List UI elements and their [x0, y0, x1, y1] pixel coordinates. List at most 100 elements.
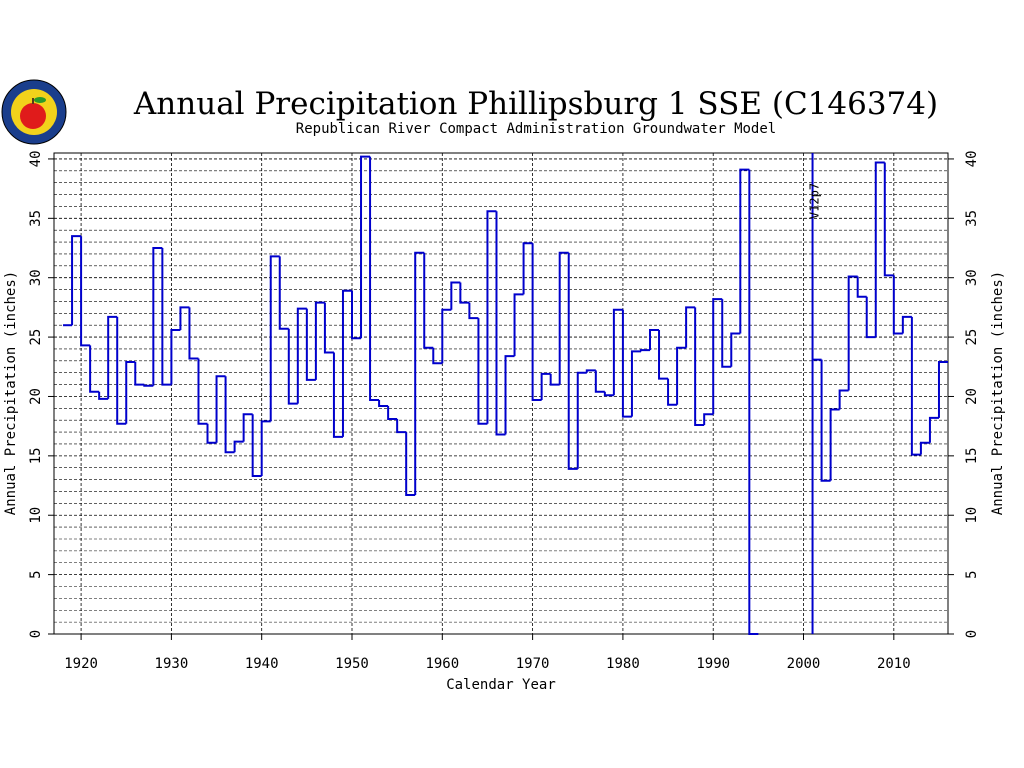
data-step [80, 236, 91, 347]
data-step [694, 307, 705, 426]
data-step [838, 389, 849, 410]
agency-seal-logo [1, 79, 67, 145]
data-step [459, 282, 470, 304]
data-step [332, 352, 343, 438]
chart-title: Annual Precipitation Phillipsburg 1 SSE … [133, 86, 938, 122]
data-step [585, 369, 596, 373]
x-tick-label: 1930 [155, 656, 189, 672]
data-step [748, 169, 759, 635]
data-step [116, 316, 127, 425]
data-step [901, 315, 912, 334]
y-tick-label-right: 15 [964, 447, 980, 464]
data-step [152, 247, 163, 386]
data-step [513, 293, 524, 357]
data-step [188, 307, 199, 360]
data-step [667, 378, 678, 406]
data-step [820, 359, 831, 482]
data-step [703, 413, 714, 425]
x-tick-label: 1960 [425, 656, 459, 672]
data-step [423, 252, 434, 349]
plot-frame [53, 152, 949, 635]
y-tick-label-right: 30 [964, 269, 980, 286]
data-step [314, 301, 325, 380]
data-step [856, 276, 867, 298]
data-step [495, 211, 506, 436]
data-step [721, 299, 732, 368]
data-step [206, 423, 217, 444]
y-tick-labels-right: 0 5 10 15 20 25 30 35 40 [948, 151, 980, 638]
data-step [865, 296, 876, 339]
data-step [522, 242, 533, 295]
y-tick-label-right: 20 [964, 388, 980, 405]
data-step [98, 391, 109, 400]
data-step [278, 256, 289, 330]
data-step [558, 251, 569, 385]
x-tick-label: 1980 [606, 656, 640, 672]
data-step [369, 156, 380, 402]
data-step [549, 373, 560, 386]
data-step [215, 375, 226, 443]
data-step [323, 302, 334, 354]
data-step [937, 361, 948, 418]
y-axis-label-left: Annual Precipitation (inches) [3, 271, 19, 515]
y-tick-label-right: 5 [964, 570, 980, 578]
data-step [603, 391, 614, 397]
y-tick-label: 0 [28, 630, 44, 638]
data-step [531, 243, 542, 402]
data-step [630, 350, 641, 417]
y-tick-label: 5 [28, 570, 44, 578]
x-tick-label: 1940 [245, 656, 279, 672]
data-step [197, 358, 208, 425]
data-step [170, 328, 181, 385]
data-step [477, 318, 488, 425]
grid-lines [54, 153, 948, 635]
x-tick-label: 2000 [787, 656, 821, 672]
data-step [892, 275, 903, 335]
data-step [621, 309, 632, 418]
data-step [260, 420, 271, 477]
x-tick-labels: 1920 1930 1940 1950 1960 1970 1980 1990 2000 2010 [64, 634, 911, 672]
data-step [305, 308, 316, 381]
data-step [233, 440, 244, 453]
y-tick-label: 35 [28, 210, 44, 227]
data-step [612, 308, 623, 396]
data-step [883, 162, 894, 277]
y-tick-label: 30 [28, 269, 44, 286]
data-step [739, 168, 750, 334]
data-step [341, 289, 352, 437]
data-step [287, 328, 298, 405]
data-step [414, 251, 425, 496]
y-tick-label: 15 [28, 447, 44, 464]
data-step [71, 235, 82, 326]
y-axis-label-right: Annual Precipitation (inches) [990, 271, 1006, 515]
data-step [296, 307, 307, 404]
y-tick-label: 20 [28, 388, 44, 405]
data-step [360, 155, 371, 339]
x-tick-label: 1950 [335, 656, 369, 672]
y-tick-label: 10 [28, 507, 44, 524]
data-step [351, 290, 362, 340]
y-tick-label-right: 35 [964, 210, 980, 227]
y-tick-label-right: 0 [964, 630, 980, 638]
x-axis-label: Calendar Year [446, 677, 556, 693]
annotation-label: V12p7 [808, 183, 822, 219]
y-tick-label: 25 [28, 329, 44, 346]
data-step [829, 408, 840, 481]
chart-subtitle: Republican River Compact Administration … [296, 121, 776, 137]
data-step [107, 315, 118, 399]
x-tick-label: 2010 [877, 656, 911, 672]
data-step [540, 372, 551, 401]
data-step [504, 355, 515, 435]
data-step [910, 316, 921, 456]
x-tick-label: 1990 [696, 656, 730, 672]
data-step [143, 384, 154, 387]
data-step [405, 432, 416, 497]
data-step [919, 441, 930, 455]
data-step [730, 332, 741, 367]
data-step [450, 281, 461, 310]
data-step [576, 371, 587, 469]
data-step [712, 298, 723, 415]
data-step [486, 210, 497, 424]
data-step [685, 306, 696, 348]
